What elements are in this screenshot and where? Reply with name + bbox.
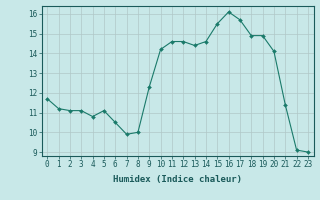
X-axis label: Humidex (Indice chaleur): Humidex (Indice chaleur) [113,175,242,184]
